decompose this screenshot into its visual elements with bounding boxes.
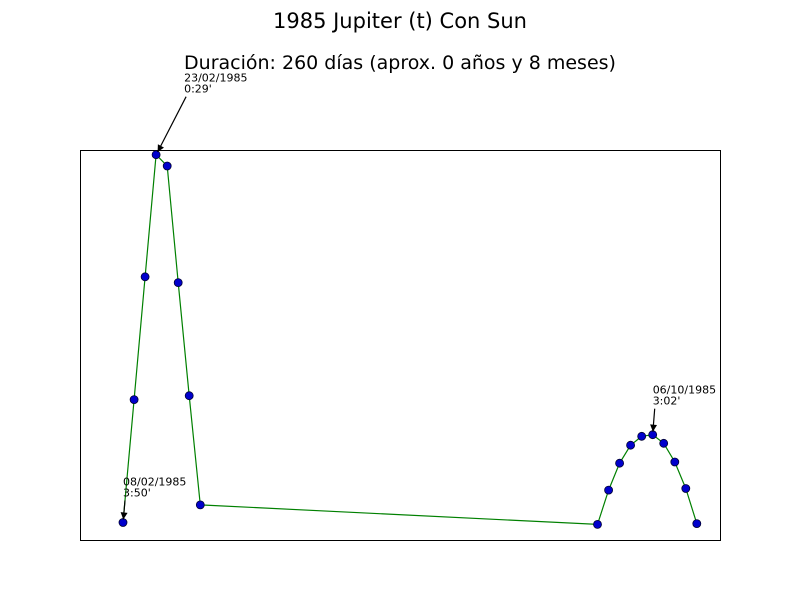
annotation-date-label: 23/02/1985 (184, 72, 247, 85)
data-point (648, 430, 658, 440)
data-point (692, 519, 702, 528)
chart-title: 1985 Jupiter (t) Con Sun (273, 9, 527, 33)
data-point (129, 395, 139, 405)
data-point (604, 485, 613, 495)
data-point (162, 161, 172, 171)
chart-subtitle: Duración: 260 días (aprox. 0 años y 8 me… (184, 52, 616, 74)
data-point (626, 440, 635, 450)
annotation-value-label: 3:02' (653, 395, 681, 408)
data-point (670, 457, 680, 467)
annotation-value-label: 0:29' (184, 83, 212, 96)
annotation-arrow-head (120, 512, 128, 520)
plot-area-frame (80, 150, 721, 541)
annotation-date-label: 08/02/1985 (123, 476, 186, 489)
data-point (195, 500, 205, 510)
data-point (184, 391, 194, 401)
annotation-arrow-head (650, 424, 657, 432)
annotation-date-label: 06/10/1985 (653, 384, 716, 397)
data-point (681, 484, 691, 493)
marker-layer (118, 150, 702, 529)
annotation-value-label: 3:50' (123, 487, 151, 500)
data-point (151, 150, 161, 160)
data-point (173, 278, 183, 288)
data-point (637, 431, 647, 441)
data-point (140, 272, 150, 282)
annotation-arrow-head (157, 144, 164, 152)
data-point (659, 438, 669, 448)
data-point (615, 458, 624, 468)
data-point (118, 518, 128, 527)
data-point (593, 520, 602, 529)
annotation-arrow-line (157, 96, 187, 153)
